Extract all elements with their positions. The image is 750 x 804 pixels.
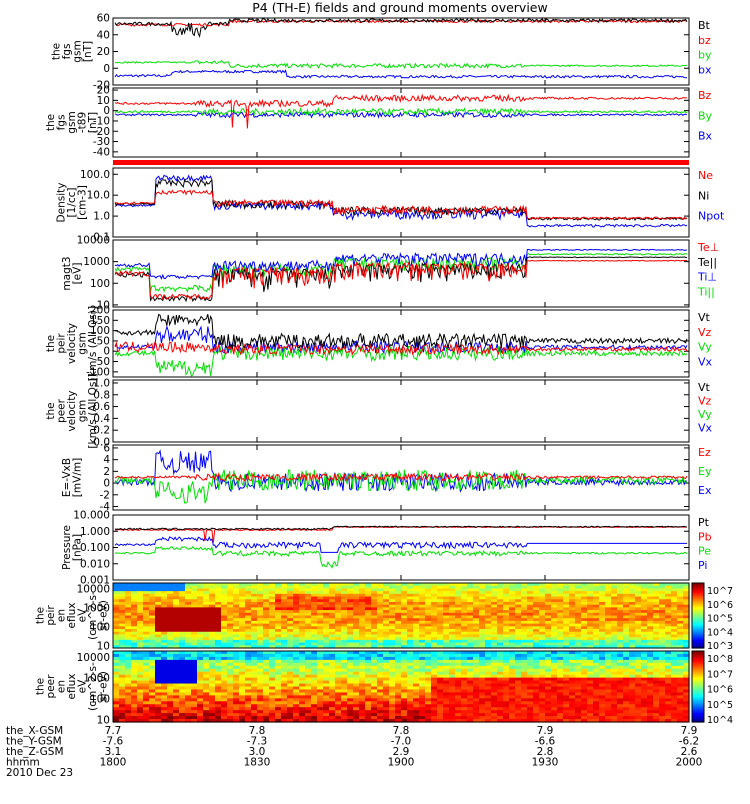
y-tick-label: 1000 — [83, 256, 110, 268]
y-tick-label: 1.0 — [93, 211, 110, 223]
panel-frame — [113, 18, 689, 85]
legend-entry: Vx — [698, 355, 713, 368]
panel-frame — [113, 380, 689, 442]
panels-group: 6040200-20thefgsgsm[nT]Btbzbybx20100-10-… — [35, 13, 734, 727]
series-line-Te⊥ — [115, 260, 687, 299]
legend-entry: Bx — [698, 130, 713, 143]
y-tick-label: 4 — [103, 454, 110, 466]
y-axis-label-line: sr-eV) — [98, 671, 110, 702]
colorbar-label: 10^4 — [707, 627, 733, 638]
colorbar-label: 10^5 — [707, 614, 733, 625]
status-bar — [113, 160, 689, 165]
series-line-Ne — [115, 190, 687, 219]
series-line-bx — [115, 70, 687, 78]
legend-entry: Ez — [698, 446, 711, 459]
chart-title: P4 (TH-E) fields and ground moments over… — [252, 0, 547, 15]
legend-entry: Te⊥ — [697, 241, 719, 254]
legend-entry: Pb — [698, 530, 712, 543]
panel-5: 200150100500-50-100thepeirvelocitygsm[km… — [45, 305, 713, 382]
legend-entry: Vy — [698, 341, 712, 354]
y-tick-label: 0 — [103, 63, 110, 75]
y-tick-label: 10.000 — [73, 510, 110, 522]
y-axis-label-line: [nT] — [82, 41, 94, 62]
y-tick-label: 0.100 — [80, 542, 110, 554]
legend-entry: Ni — [698, 189, 709, 202]
legend-entry: Ti|| — [697, 285, 715, 298]
colorbar-label: 10^7 — [707, 586, 733, 597]
y-tick-label: 100 — [90, 278, 110, 290]
series-line-Pi — [115, 537, 687, 553]
legend-entry: Vy — [698, 408, 712, 421]
series-line-Vz — [115, 342, 687, 354]
legend-entry: bx — [698, 63, 712, 76]
legend-entry: Vx — [698, 422, 713, 435]
legend-entry: Ex — [698, 484, 712, 497]
y-tick-label: -40 — [93, 146, 110, 158]
legend-entry: Pi — [698, 559, 707, 572]
y-axis-label-line: [km/s (All Qs)] — [87, 306, 99, 381]
panel-10: 10000100010010thepeerenefluxeV(cm^2-s-sr… — [35, 651, 734, 726]
colorbar-label: 10^6 — [707, 600, 733, 611]
y-tick-label: 1.000 — [80, 526, 110, 538]
colorbar-label: 10^3 — [707, 641, 733, 652]
series-line-Bx — [115, 112, 687, 117]
series-line-Pt — [115, 526, 687, 529]
legend-entry: Bt — [698, 19, 711, 32]
series-line-Ex — [115, 451, 687, 491]
series-line-Ni — [115, 180, 687, 220]
legend-entry: by — [698, 49, 712, 62]
legend-entry: Ey — [698, 465, 712, 478]
y-tick-label: 100.0 — [80, 169, 110, 181]
series-line-by — [115, 61, 687, 68]
legend-entry: Ti⊥ — [697, 271, 717, 284]
legend-entry: Vt — [698, 311, 711, 324]
y-axis-label-line: sr-eV) — [98, 600, 110, 631]
legend-entry: By — [698, 109, 713, 122]
y-axis-label-line: [mV/m] — [71, 458, 83, 497]
legend-entry: Ne — [698, 169, 713, 182]
legend-entry: Vz — [698, 395, 712, 408]
y-axis-label-line: [cm-3] — [77, 185, 89, 220]
y-axis-label-line: [km/s (All Qs)] — [87, 373, 99, 448]
legend-entry: Vz — [698, 326, 712, 339]
y-tick-label: 0.010 — [80, 558, 110, 570]
y-tick-label: 10000 — [77, 235, 110, 247]
legend-entry: Te|| — [697, 256, 717, 269]
series-line-Pe — [115, 547, 687, 568]
y-tick-label: 10.0 — [87, 190, 110, 202]
legend-entry: Vt — [698, 381, 711, 394]
y-axis-label-line: [nPa] — [71, 534, 83, 561]
panel-9: 10000100010010thepeirenefluxeV(cm^2-s-sr… — [35, 583, 734, 653]
y-tick-label: 20 — [97, 46, 110, 58]
y-tick-label: 6 — [103, 442, 110, 454]
series-line-Npot — [115, 175, 687, 227]
series-line-Ey — [115, 470, 687, 504]
y-tick-label: 40 — [97, 29, 110, 41]
panel-8: 10.0001.0000.1000.0100.001Pressure[nPa]P… — [61, 510, 712, 587]
legend-entry: Pe — [698, 545, 711, 558]
legend-entry: Npot — [698, 210, 725, 223]
legend-entry: Bz — [698, 89, 712, 102]
series-line-Vt — [115, 314, 687, 348]
series-line-Ti|| — [115, 254, 687, 292]
y-tick-label: 0 — [103, 478, 110, 490]
legend-entry: bz — [698, 34, 711, 47]
y-axis-label-line: [nT] — [87, 112, 99, 133]
y-tick-label: 10000 — [77, 652, 110, 664]
panel-3: 100.010.01.00.1Density[1/cc][cm-3]NeNiNp… — [56, 168, 725, 244]
series-line-Vy — [115, 346, 687, 376]
y-tick-label: 2 — [103, 466, 110, 478]
y-axis-label-line: [eV] — [71, 263, 83, 285]
y-tick-label: -2 — [100, 489, 110, 501]
y-tick-label: 60 — [97, 13, 110, 25]
panel-6: 1.00.80.60.40.20.0thepeervelocitygsm[km/… — [45, 373, 713, 448]
legend-entry: Pt — [698, 516, 710, 529]
